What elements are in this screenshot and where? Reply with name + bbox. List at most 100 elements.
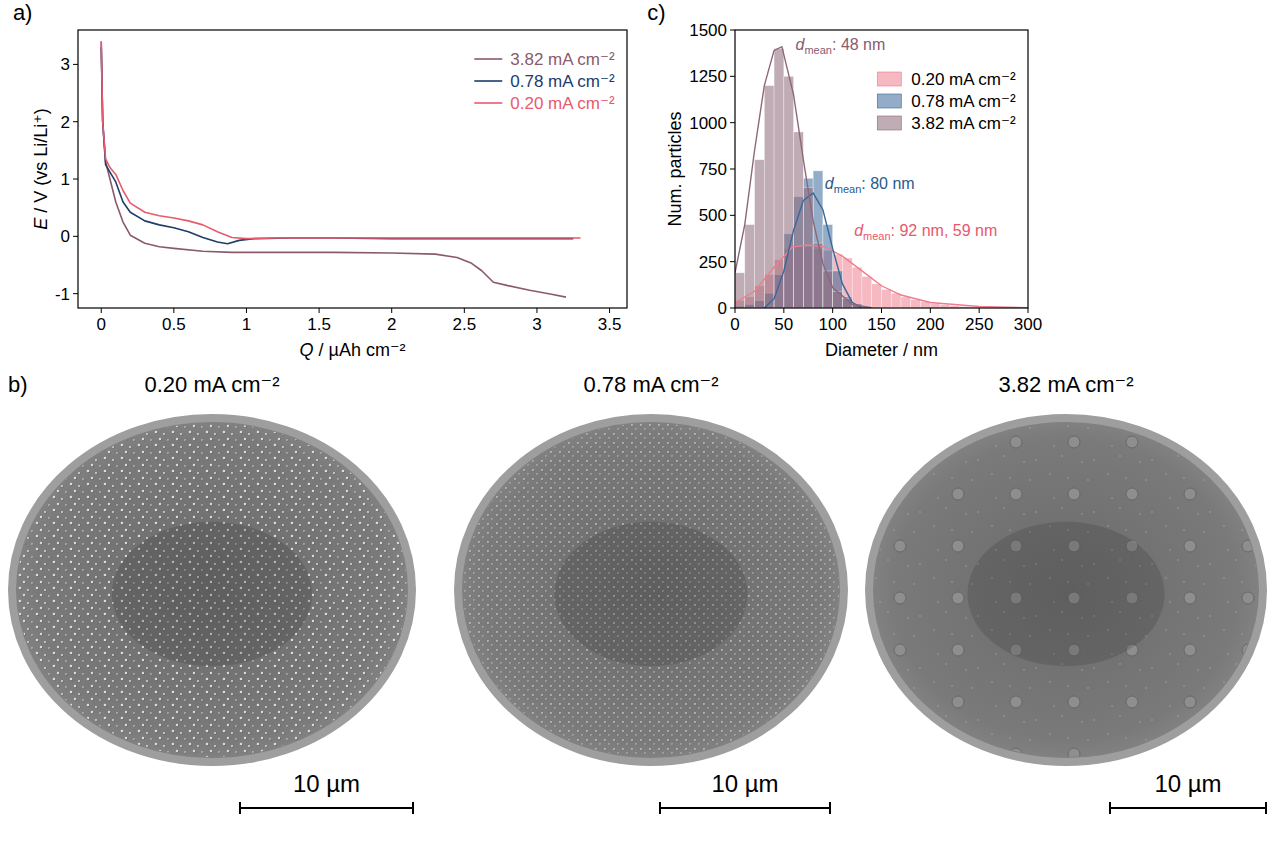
histogram-bar [891,293,901,308]
series-line [101,47,573,244]
y-axis-title: Num. particles [665,111,685,226]
y-tick-label: -1 [55,285,70,304]
legend-label: 0.78 mA cm⁻² [911,92,1016,111]
plot-area [735,47,1028,308]
histogram-bar [852,267,862,308]
y-tick [730,261,735,262]
series-line [101,41,580,238]
histogram-bar [930,303,940,308]
sem-texture [874,423,1258,757]
scale-bar-end [1265,802,1267,814]
y-tick [730,76,735,77]
legend-line [474,80,502,82]
sem-shade [968,522,1165,666]
y-tick [73,121,78,122]
scale-bar [1110,807,1266,809]
scale-bar-end [412,802,414,814]
x-tick [979,308,980,313]
x-tick [832,308,833,313]
y-tick-label: 500 [699,206,727,225]
x-tick-label: 0 [730,315,739,334]
scale-bar-end [659,802,661,814]
x-tick-label: 0.5 [162,315,186,334]
x-tick [930,308,931,313]
histogram-bar [911,300,921,308]
sem-image [869,418,1263,762]
y-tick [73,293,78,294]
x-tick-label: 2 [387,315,396,334]
legend-label: 3.82 mA cm⁻² [510,50,615,69]
annotation: dmean: 48 nm [796,36,886,56]
x-tick-label: 200 [916,315,944,334]
y-tick-label: 3 [61,55,70,74]
figure: 00.511.522.533.5-10123Q / µAh cm⁻²E / V … [0,0,1278,843]
image-title: 0.78 mA cm⁻² [583,372,718,397]
panel-letter: c) [647,0,665,25]
y-tick [730,215,735,216]
legend-label: 0.78 mA cm⁻² [510,72,615,91]
series-line [101,41,566,297]
x-tick-label: 300 [1014,315,1042,334]
legend-line [474,58,502,60]
fit-line [735,245,1028,308]
y-tick-label: 750 [699,160,727,179]
x-tick-label: 1 [242,315,251,334]
unit: / V (vs Li/Li⁺) [31,108,51,218]
x-tick [319,308,320,313]
panel-line: 00.511.522.533.5-10123Q / µAh cm⁻²E / V … [13,0,627,360]
histogram-bar [872,284,882,308]
scale-bar-end [829,802,831,814]
x-tick-label: 150 [867,315,895,334]
sem-texture [17,423,407,757]
sem-shade [112,522,312,666]
histogram-bar [813,243,823,308]
histogram-bar [735,273,745,308]
panel-histogram: 0501001502002503000250500750100012501500… [647,0,1042,360]
legend-line [474,102,502,104]
annotation-text: : 80 nm [861,175,914,192]
scale-bar-end [239,802,241,814]
scale-bar-label: 10 µm [1154,770,1221,797]
histogram-bar [862,276,872,308]
sem-texture [463,423,839,757]
scale-bar-end [1109,802,1111,814]
histogram-bar [764,86,774,308]
scale-bar-label: 10 µm [293,770,360,797]
y-tick [73,64,78,65]
legend-patch [877,72,901,86]
sem-shade [555,522,748,666]
fit-line [735,47,872,308]
y-tick [730,169,735,170]
legend-label: 0.20 mA cm⁻² [510,94,615,113]
y-tick-label: 0 [718,299,727,318]
histogram-bar [882,289,892,308]
sem-image [458,418,844,762]
scale-bar-label: 10 µm [711,770,778,797]
x-tick-label: 2.5 [453,315,477,334]
unit: / µAh cm⁻² [314,340,406,360]
frame [735,30,1028,308]
x-tick [1028,308,1029,313]
x-tick [173,308,174,313]
histogram-bar [803,188,813,308]
x-tick-label: 250 [965,315,993,334]
annotation-subscript: mean [863,230,891,242]
annotation-text: : 92 nm, 59 nm [891,222,998,239]
annotation: dmean: 92 nm, 59 nm [854,222,997,242]
x-tick-label: 0 [97,315,106,334]
x-tick [881,308,882,313]
y-tick-label: 250 [699,253,727,272]
x-axis-title: Q / µAh cm⁻² [300,340,406,360]
x-tick [464,308,465,313]
y-tick-label: 0 [61,227,70,246]
y-tick [730,122,735,123]
sem-panel: b)0.20 mA cm⁻²10 µm0.78 mA cm⁻²10 µm3.82… [8,372,1266,814]
y-tick-label: 2 [61,113,70,132]
x-tick [783,308,784,313]
panel-letter: b) [8,372,28,397]
image-title: 0.20 mA cm⁻² [144,372,279,397]
histogram-bar [794,132,804,308]
y-tick [730,308,735,309]
legend: 0.20 mA cm⁻²0.78 mA cm⁻²3.82 mA cm⁻² [877,70,1016,133]
y-tick-label: 1250 [689,67,727,86]
